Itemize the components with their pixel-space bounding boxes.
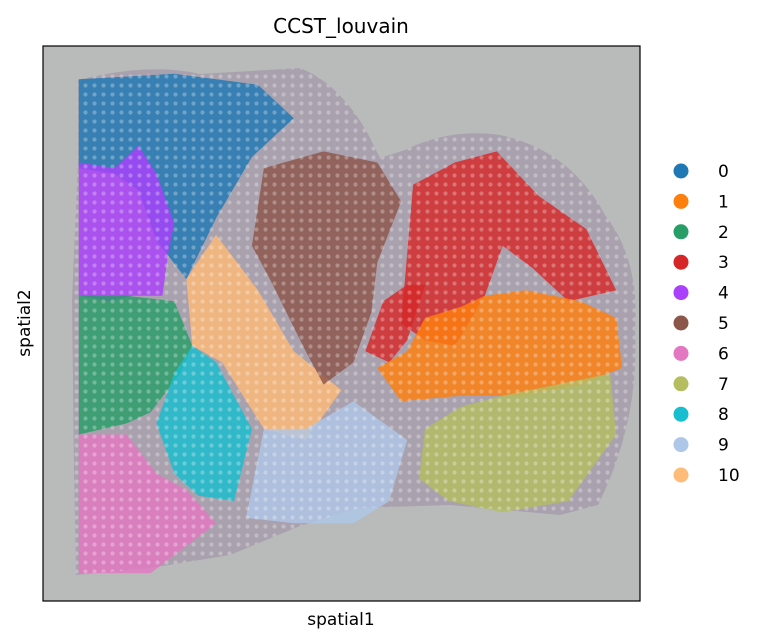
legend-marker-9 bbox=[673, 437, 689, 453]
chart-title: CCST_louvain bbox=[273, 14, 409, 38]
legend-label-0: 0 bbox=[718, 162, 729, 182]
legend-marker-8 bbox=[673, 406, 689, 422]
legend-label-8: 8 bbox=[718, 405, 729, 425]
legend-marker-5 bbox=[673, 315, 689, 331]
legend-marker-10 bbox=[673, 467, 689, 483]
legend-label-2: 2 bbox=[718, 223, 729, 243]
legend: 0 1 2 3 4 5 6 7 8 9 10 bbox=[673, 162, 740, 486]
legend-marker-0 bbox=[673, 163, 689, 179]
legend-marker-6 bbox=[673, 345, 689, 361]
plot-frame bbox=[42, 45, 641, 602]
legend-label-6: 6 bbox=[718, 344, 729, 364]
x-axis-label: spatial1 bbox=[307, 610, 374, 630]
legend-label-10: 10 bbox=[718, 466, 740, 486]
legend-marker-4 bbox=[673, 285, 689, 301]
legend-label-7: 7 bbox=[718, 375, 729, 395]
legend-label-3: 3 bbox=[718, 253, 729, 273]
legend-label-1: 1 bbox=[718, 192, 729, 212]
legend-marker-2 bbox=[673, 224, 689, 240]
legend-label-9: 9 bbox=[718, 436, 729, 456]
legend-label-5: 5 bbox=[718, 314, 729, 334]
y-axis-label: spatial2 bbox=[15, 289, 35, 356]
tissue-section-spots bbox=[72, 68, 636, 575]
legend-marker-7 bbox=[673, 376, 689, 392]
legend-marker-1 bbox=[673, 193, 689, 209]
legend-marker-3 bbox=[673, 254, 689, 270]
legend-label-4: 4 bbox=[718, 284, 729, 304]
